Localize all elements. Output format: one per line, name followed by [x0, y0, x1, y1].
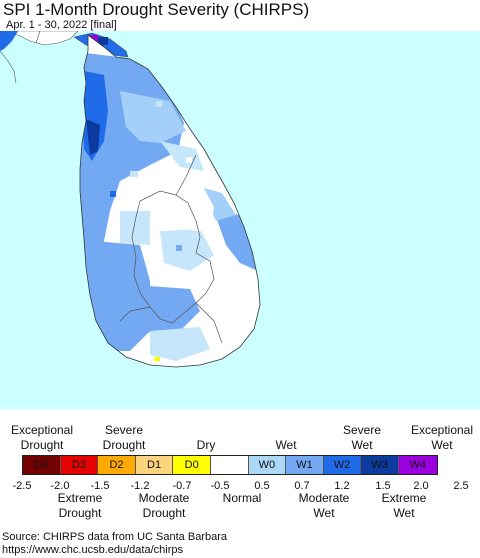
legend-label-severe-wet: Severe Wet	[342, 423, 382, 452]
legend-tick: -1.5	[90, 480, 110, 492]
date-range-subtitle: Apr. 1 - 30, 2022 [final]	[6, 19, 117, 31]
south-central-wet	[134, 285, 200, 333]
legend-swatch-d3: D3	[60, 456, 99, 474]
dry-speckle	[154, 357, 160, 361]
legend-label-moderate-drought: Moderate Drought	[138, 491, 190, 520]
northeast-light-wet	[160, 141, 204, 171]
legend-swatch-w4: W4	[398, 456, 437, 474]
legend-tick: -2.0	[50, 480, 70, 492]
central-highlands-normal	[150, 181, 214, 231]
legend-label-moderate-wet: Moderate Wet	[298, 491, 350, 520]
light-wet-speckle	[186, 157, 192, 163]
west-coast-very-strong-wet	[86, 119, 100, 155]
legend-tick: 1.2	[334, 480, 350, 492]
light-wet-speckle	[176, 245, 182, 251]
legend-tick: 1.5	[375, 480, 391, 492]
legend-swatch-w2: W2	[323, 456, 362, 474]
legend-swatch-d4: D4	[23, 456, 61, 474]
legend-tick: 0.7	[294, 480, 310, 492]
legend-label-exceptional-wet: Exceptional Wet	[410, 423, 474, 452]
legend: Exceptional Drought Severe Drought Dry W…	[0, 410, 480, 530]
legend-swatch-d0: D0	[173, 456, 211, 474]
legend-tick: -2.5	[12, 480, 32, 492]
southern-normal	[196, 271, 248, 345]
legend-label-extreme-wet: Extreme Wet	[381, 491, 427, 520]
legend-swatch-w0: W0	[248, 456, 287, 474]
legend-tick: 2.5	[453, 480, 469, 492]
east-coast-light-wet	[200, 187, 236, 221]
india-coast-wet-area	[0, 31, 18, 51]
light-wet-speckle	[110, 191, 116, 197]
province-boundary	[119, 306, 151, 322]
w4-patch	[90, 35, 98, 41]
page-title: SPI 1-Month Drought Severity (CHIRPS)	[3, 0, 310, 19]
w3-patch	[98, 37, 108, 45]
interior-light-wet-1	[120, 211, 150, 245]
legend-tick: 2.0	[413, 480, 429, 492]
drought-map	[0, 31, 480, 409]
light-wet-speckle	[156, 101, 162, 107]
legend-tick: -1.2	[130, 480, 150, 492]
legend-swatch-d2: D2	[98, 456, 136, 474]
south-coast-light-wet	[150, 327, 210, 361]
province-boundary	[195, 302, 223, 344]
legend-label-normal: Normal	[222, 491, 262, 505]
north-interior-wet-zone	[120, 91, 186, 143]
legend-tick: -0.5	[210, 480, 230, 492]
legend-label-severe-drought: Severe Drought	[102, 423, 146, 452]
source-credit: Source: CHIRPS data from UC Santa Barbar…	[2, 531, 227, 557]
india-shore-line	[35, 31, 41, 44]
legend-swatch-d1: D1	[135, 456, 174, 474]
legend-label-extreme-drought: Extreme Drought	[57, 491, 103, 520]
light-wet-speckle	[130, 171, 138, 177]
legend-color-scale: D4 D3 D2 D1 D0 W0 W1 W2 W3 W4	[22, 455, 438, 475]
india-coast-line	[0, 50, 17, 84]
legend-swatch-w1: W1	[286, 456, 324, 474]
legend-tick: 0.5	[254, 480, 270, 492]
legend-label-exceptional-drought: Exceptional Drought	[10, 423, 74, 452]
legend-swatch-normal	[210, 456, 249, 474]
interior-light-wet-2	[160, 229, 214, 271]
legend-label-wet: Wet	[275, 438, 297, 452]
source-line: Source: CHIRPS data from UC Santa Barbar…	[2, 531, 227, 543]
province-boundary	[175, 154, 197, 196]
legend-tick: -0.7	[172, 480, 192, 492]
source-url: https://www.chc.ucsb.edu/data/chirps	[2, 544, 183, 556]
east-coast-wet	[214, 211, 258, 271]
island-coastline	[79, 34, 261, 368]
legend-swatch-w3: W3	[361, 456, 399, 474]
legend-label-dry: Dry	[196, 438, 216, 452]
